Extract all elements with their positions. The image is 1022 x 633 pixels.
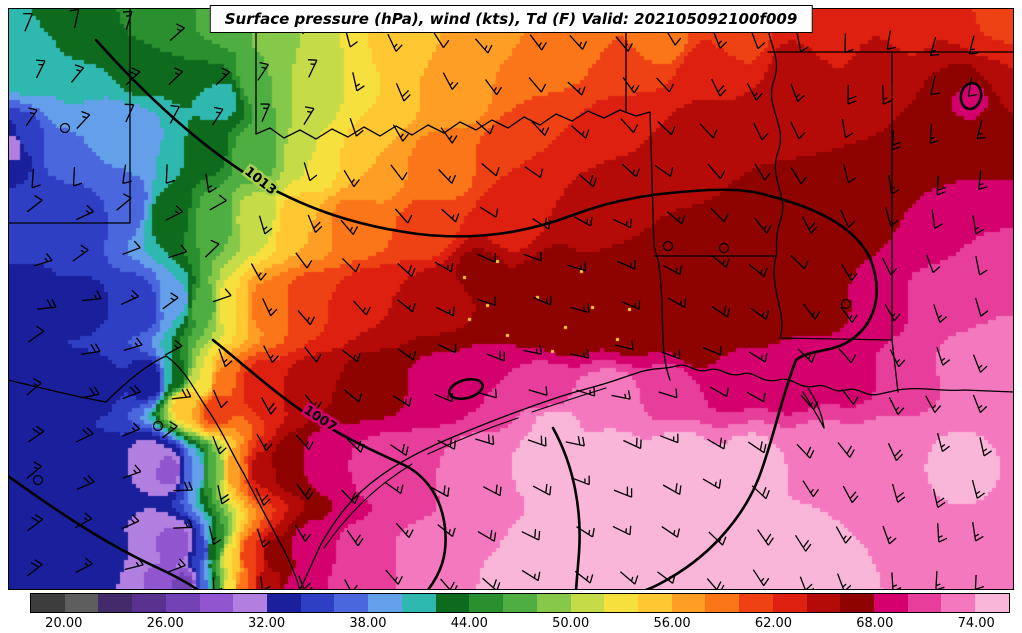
state-border-lines	[8, 8, 1014, 393]
wind-barbs-path	[23, 8, 992, 590]
colorbar-segment	[806, 594, 841, 612]
map-overlay: 1013 1007	[8, 8, 1014, 590]
colorbar-segment	[98, 594, 133, 612]
colorbar-segment	[739, 594, 773, 612]
isobars	[8, 38, 983, 590]
colorbar-segment	[199, 594, 234, 612]
colorbar-segment	[165, 594, 200, 612]
colorbar-segment	[975, 594, 1009, 612]
colorbar-segment	[503, 594, 537, 612]
barrier-islands	[323, 387, 607, 549]
calm-station-circles	[32, 122, 852, 486]
calm-station-circle	[152, 420, 164, 432]
chart-title: Surface pressure (hPa), wind (kts), Td (…	[209, 5, 813, 33]
isobar-1013-path	[94, 38, 878, 590]
calm-station-circle	[662, 240, 674, 252]
colorbar-segment	[772, 594, 807, 612]
colorbar	[30, 593, 1010, 613]
colorbar-tick-label: 44.00	[450, 616, 488, 631]
colorbar-segment	[368, 594, 402, 612]
state-borders	[8, 8, 1014, 590]
chart-title-text: Surface pressure (hPa), wind (kts), Td (…	[224, 10, 798, 28]
calm-station-circle	[32, 474, 44, 486]
colorbar-tick-label: 32.00	[247, 616, 286, 631]
map-panel: 1013 1007	[8, 8, 1014, 590]
colorbar-segment	[637, 594, 672, 612]
colorbar-segment	[671, 594, 706, 612]
wind-barbs-layer	[23, 8, 992, 590]
colorbar-segment	[64, 594, 99, 612]
colorbar-segment	[233, 594, 268, 612]
colorbar-segment	[469, 594, 504, 612]
colorbar-segment	[941, 594, 976, 612]
calm-station-circle	[718, 242, 730, 254]
colorbar-tick-label: 74.00	[957, 616, 995, 631]
colorbar-segment	[267, 594, 301, 612]
colorbar-tick-label: 20.00	[45, 616, 83, 631]
colorbar-tick-label: 68.00	[856, 616, 894, 631]
colorbar-tick-label: 38.00	[349, 616, 387, 631]
colorbar-segment	[31, 594, 65, 612]
isobar-small-loop-ne	[959, 81, 983, 111]
colorbar-segment	[334, 594, 369, 612]
isobar-label-1013: 1013	[241, 164, 279, 198]
colorbar-tick-label: 56.00	[653, 616, 691, 631]
calm-station-circle	[59, 122, 71, 134]
isobar-label-1007: 1007	[301, 403, 340, 435]
rio-grande-border	[8, 355, 301, 590]
isobar-1007-path	[211, 338, 447, 590]
colorbar-segment	[570, 594, 605, 612]
calm-station-circle	[840, 298, 852, 310]
colorbar-segment	[604, 594, 638, 612]
isobar-gulf-arc	[551, 426, 581, 590]
coastline	[299, 364, 1014, 590]
colorbar-segment	[840, 594, 874, 612]
colorbar-tick-label: 62.00	[754, 616, 793, 631]
colorbar-tick-label: 26.00	[146, 616, 184, 631]
colorbar-labels: 20.00 26.00 32.00 38.00 44.00 50.00 56.00 62.00…	[30, 616, 1010, 632]
colorbar-segment	[907, 594, 942, 612]
colorbar-tick-label: 50.00	[552, 616, 590, 631]
colorbar-segment	[132, 594, 166, 612]
isobar-southwest	[8, 474, 200, 590]
colorbar-segment	[300, 594, 335, 612]
colorbar-segment	[536, 594, 571, 612]
colorbar-segment	[435, 594, 470, 612]
isobar-small-loop	[448, 377, 484, 401]
colorbar-segment	[401, 594, 436, 612]
colorbar-segment	[873, 594, 908, 612]
colorbar-segment	[705, 594, 740, 612]
